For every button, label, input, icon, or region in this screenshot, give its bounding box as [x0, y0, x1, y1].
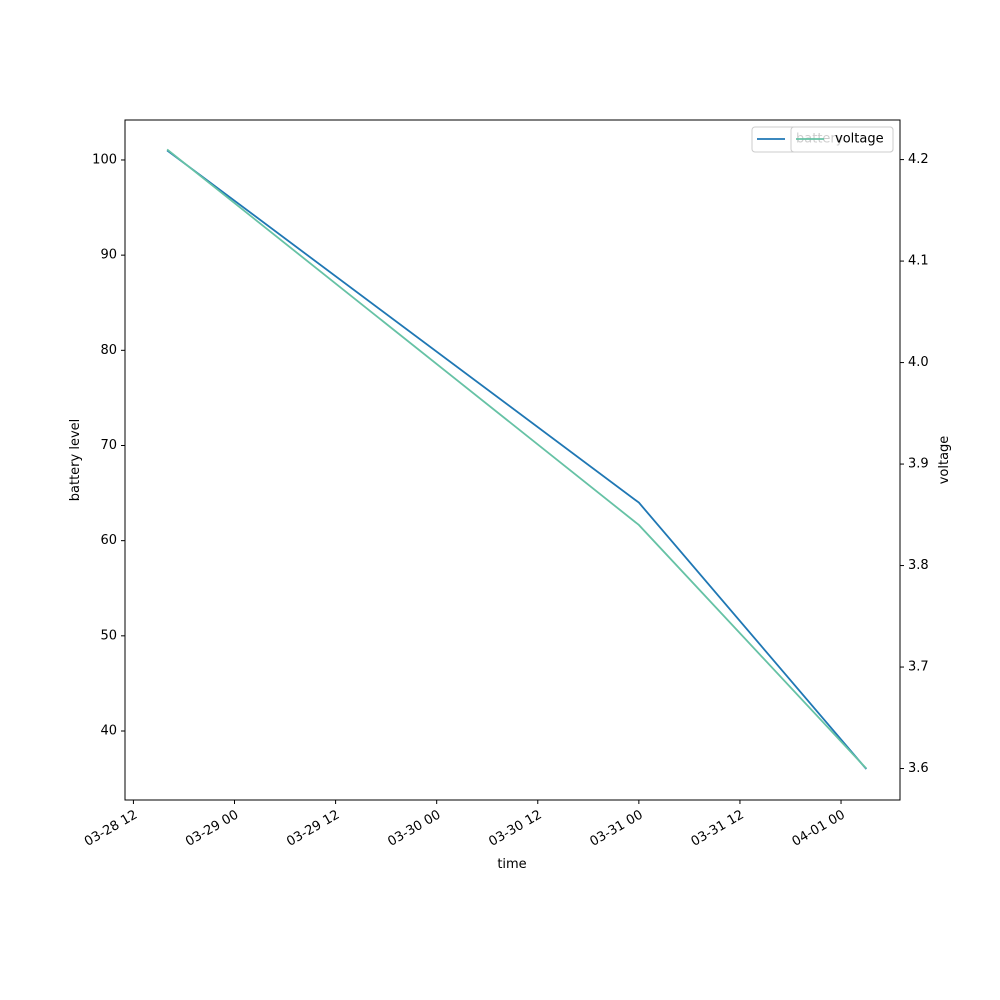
x-tick-label: 03-30 12: [486, 808, 544, 850]
series-line: [166, 149, 867, 770]
x-tick-label: 03-28 12: [82, 808, 140, 850]
legend-box: [790, 126, 894, 153]
y2-axis-label: voltage: [937, 436, 952, 485]
y2-tick-label: 4.0: [908, 355, 929, 370]
y-axis-label: battery level: [68, 419, 83, 502]
y2-tick-label: 3.7: [908, 660, 929, 675]
y2-tick-label: 3.8: [908, 558, 929, 573]
y-tick-label: 100: [92, 152, 117, 167]
y-tick-label: 50: [100, 628, 117, 643]
y-tick-label: 80: [100, 343, 117, 358]
x-tick-label: 03-31 12: [689, 808, 747, 850]
legend-label: voltage: [835, 132, 884, 147]
x-tick-label: 03-29 12: [284, 808, 342, 850]
series-line: [166, 148, 867, 770]
x-tick-label: 03-31 00: [587, 808, 645, 850]
x-tick-label: 04-01 00: [790, 808, 848, 850]
y-tick-label: 70: [100, 438, 117, 453]
y-tick-label: 60: [100, 533, 117, 548]
y2-tick-label: 4.2: [908, 152, 929, 167]
x-tick-label: 03-29 00: [183, 808, 241, 850]
plot-frame: [124, 119, 901, 801]
x-axis-label: time: [497, 857, 526, 872]
y-tick-label: 40: [100, 724, 117, 739]
y2-tick-label: 3.6: [908, 761, 929, 776]
y-tick-label: 90: [100, 248, 117, 263]
y2-tick-label: 3.9: [908, 457, 929, 472]
x-tick-label: 03-30 00: [385, 808, 443, 850]
y2-tick-label: 4.1: [908, 254, 929, 269]
